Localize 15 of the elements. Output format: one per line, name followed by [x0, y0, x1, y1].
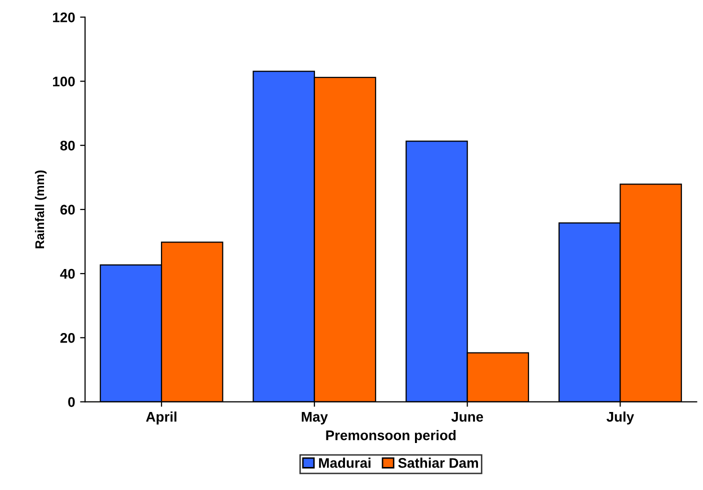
- y-tick-label: 0: [68, 397, 75, 407]
- y-tick-label: 100: [53, 76, 75, 86]
- x-tick-label: May: [302, 412, 328, 424]
- x-tick-label: June: [451, 412, 484, 422]
- x-axis-title: Premonsoon period: [326, 430, 456, 443]
- x-tick-label: July: [606, 412, 634, 424]
- y-tick-label: 80: [60, 140, 75, 151]
- y-tick-label: 120: [53, 12, 75, 22]
- x-tick-label: April: [146, 412, 176, 424]
- y-tick-label: 60: [60, 204, 75, 215]
- legend-label: Sathiar Dam: [398, 458, 478, 468]
- y-tick-label: 20: [60, 333, 75, 343]
- legend-label: Madurai: [319, 458, 370, 468]
- y-tick-label: 40: [60, 268, 75, 279]
- y-axis-title: Rainfall (mm): [34, 170, 47, 248]
